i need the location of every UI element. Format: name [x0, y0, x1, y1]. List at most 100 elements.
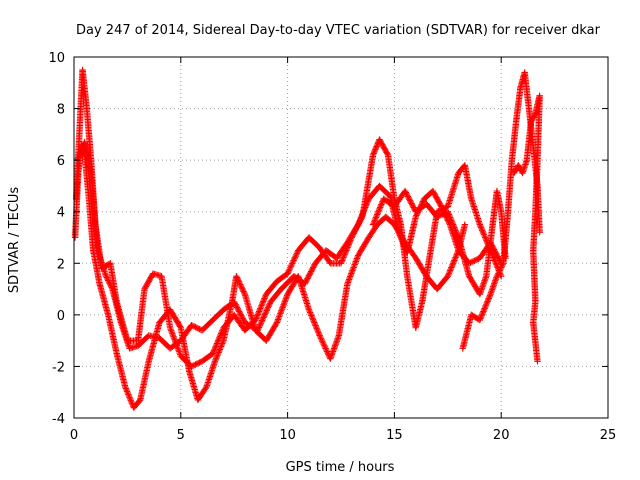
grid-lines [74, 57, 608, 418]
data-point [350, 264, 357, 271]
data-point [339, 255, 346, 263]
data-point [174, 345, 182, 352]
data-point [438, 204, 446, 212]
data-point [396, 230, 403, 238]
data-point [395, 229, 402, 236]
data-point [494, 271, 501, 278]
data-point [263, 307, 270, 314]
data-point [255, 308, 263, 315]
x-tick-label: 25 [600, 428, 617, 443]
data-point [236, 309, 244, 317]
data-point [495, 268, 503, 276]
data-point [217, 331, 224, 339]
data-point [308, 266, 316, 274]
data-point [323, 346, 330, 354]
data-point [258, 302, 265, 309]
data-point [285, 267, 293, 274]
data-point [408, 200, 415, 207]
data-point [306, 271, 313, 278]
data-point [486, 293, 493, 301]
data-point [449, 221, 457, 228]
data-point [349, 267, 356, 274]
data-point [260, 312, 268, 320]
data-point [237, 311, 244, 318]
y-tick-label: 8 [57, 103, 65, 118]
data-point [461, 221, 469, 228]
data-point [450, 258, 457, 266]
data-point [104, 277, 112, 284]
data-point [307, 269, 314, 277]
data-point [479, 309, 487, 317]
data-point [348, 268, 356, 276]
data-point [480, 231, 488, 238]
data-point [311, 320, 319, 328]
data-point [238, 312, 245, 319]
data-point [266, 301, 273, 309]
y-tick-label: -4 [52, 412, 65, 427]
data-point [449, 260, 457, 267]
data-point [480, 230, 487, 237]
data-point [279, 304, 286, 311]
data-point [372, 214, 380, 221]
data-point [356, 218, 363, 225]
data-point [452, 227, 459, 234]
data-point [371, 218, 378, 225]
data-point [409, 203, 417, 210]
data-point [214, 337, 222, 344]
data-point [362, 202, 370, 210]
data-point [384, 150, 391, 157]
data-point [372, 215, 379, 223]
data-point [236, 279, 243, 287]
data-point [409, 201, 416, 209]
data-point [344, 279, 352, 286]
data-point [313, 325, 320, 332]
data-point [126, 394, 133, 401]
data-point [444, 272, 451, 280]
data-point [238, 313, 246, 321]
data-point [451, 225, 459, 233]
data-point [210, 347, 218, 354]
data-point [103, 274, 110, 281]
x-tick-label: 15 [386, 428, 403, 443]
data-point [373, 143, 380, 150]
data-point [217, 330, 225, 337]
data-point [371, 217, 379, 224]
data-point [255, 325, 262, 333]
data-point [233, 274, 241, 281]
data-point [371, 147, 378, 154]
data-point [305, 272, 313, 279]
data-point [406, 197, 414, 204]
data-point [287, 264, 294, 271]
data-point [76, 151, 83, 158]
data-point [218, 328, 225, 336]
data-point [284, 270, 291, 277]
data-point [280, 301, 287, 308]
data-point [359, 209, 367, 217]
x-axis-label: GPS time / hours [286, 460, 395, 475]
data-point [168, 329, 176, 336]
data-point [260, 296, 268, 304]
data-point [397, 233, 404, 240]
data-point [445, 271, 452, 278]
data-point [128, 400, 136, 407]
data-point [493, 251, 501, 259]
data-point [76, 150, 84, 157]
data-point [446, 268, 453, 276]
data-point [445, 209, 452, 217]
data-point [477, 313, 485, 321]
data-point [402, 189, 409, 196]
data-point [354, 222, 361, 230]
data-point [360, 208, 367, 215]
data-point [214, 338, 221, 346]
y-tick-label: 6 [57, 154, 65, 169]
data-point [286, 266, 293, 273]
data-point [314, 327, 322, 335]
data-point [314, 326, 321, 333]
data-point [448, 218, 456, 225]
data-point [166, 324, 174, 331]
data-point [492, 260, 500, 267]
data-point [125, 392, 133, 400]
data-point [255, 324, 263, 331]
data-point [231, 300, 239, 307]
data-point [481, 305, 488, 312]
